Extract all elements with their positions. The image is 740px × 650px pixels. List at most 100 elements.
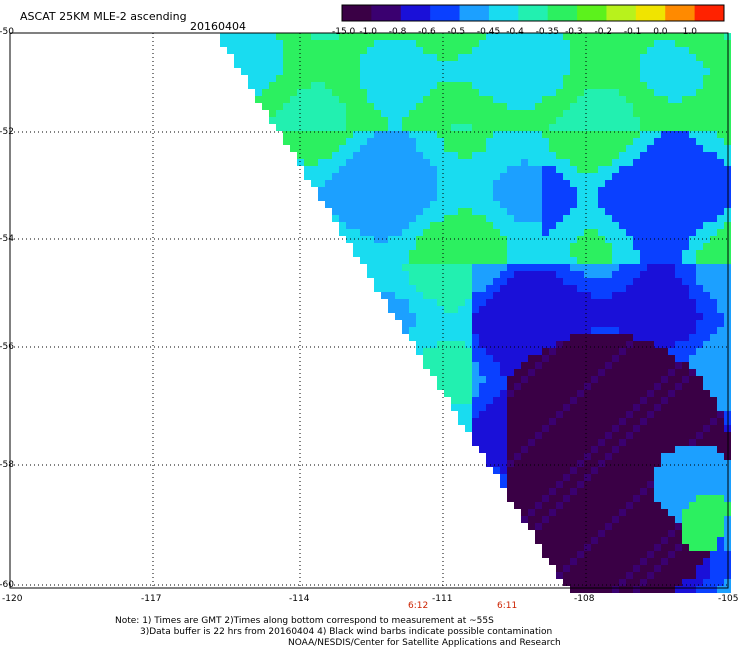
wind-cell bbox=[640, 61, 647, 68]
wind-cell bbox=[654, 439, 661, 446]
wind-cell bbox=[577, 47, 584, 54]
wind-cell bbox=[514, 341, 521, 348]
wind-cell bbox=[304, 138, 311, 145]
wind-cell bbox=[535, 124, 542, 131]
wind-cell bbox=[612, 229, 619, 236]
wind-cell bbox=[710, 516, 717, 523]
wind-cell bbox=[353, 110, 360, 117]
wind-cell bbox=[514, 82, 521, 89]
wind-cell bbox=[570, 586, 577, 593]
wind-cell bbox=[283, 110, 290, 117]
wind-cell bbox=[591, 418, 598, 425]
wind-cell bbox=[626, 117, 633, 124]
wind-cell bbox=[717, 383, 724, 390]
wind-cell bbox=[430, 243, 437, 250]
wind-cell bbox=[556, 467, 563, 474]
wind-cell bbox=[472, 110, 479, 117]
wind-cell bbox=[542, 460, 549, 467]
wind-cell bbox=[570, 208, 577, 215]
wind-cell bbox=[402, 159, 409, 166]
wind-cell bbox=[577, 68, 584, 75]
wind-cell bbox=[675, 397, 682, 404]
wind-cell bbox=[346, 166, 353, 173]
wind-cell bbox=[318, 152, 325, 159]
wind-cell bbox=[584, 299, 591, 306]
wind-cell bbox=[521, 117, 528, 124]
wind-cell bbox=[479, 208, 486, 215]
wind-cell bbox=[423, 271, 430, 278]
wind-cell bbox=[647, 418, 654, 425]
wind-cell bbox=[437, 264, 444, 271]
wind-cell bbox=[332, 54, 339, 61]
wind-cell bbox=[346, 54, 353, 61]
wind-cell bbox=[325, 75, 332, 82]
wind-cell bbox=[626, 558, 633, 565]
wind-cell bbox=[437, 271, 444, 278]
wind-cell bbox=[388, 215, 395, 222]
wind-cell bbox=[626, 474, 633, 481]
wind-cell bbox=[703, 159, 710, 166]
wind-cell bbox=[633, 75, 640, 82]
wind-cell bbox=[717, 208, 724, 215]
wind-cell bbox=[647, 474, 654, 481]
wind-cell bbox=[458, 68, 465, 75]
wind-cell bbox=[689, 103, 696, 110]
wind-cell bbox=[542, 103, 549, 110]
wind-cell bbox=[269, 61, 276, 68]
wind-cell bbox=[654, 33, 661, 40]
wind-cell bbox=[437, 292, 444, 299]
wind-cell bbox=[591, 89, 598, 96]
wind-cell bbox=[563, 544, 570, 551]
wind-cell bbox=[465, 285, 472, 292]
wind-cell bbox=[507, 418, 514, 425]
wind-cell bbox=[654, 334, 661, 341]
wind-cell bbox=[542, 82, 549, 89]
wind-cell bbox=[493, 201, 500, 208]
wind-cell bbox=[640, 327, 647, 334]
swath-cells bbox=[220, 33, 731, 593]
wind-cell bbox=[626, 432, 633, 439]
wind-cell bbox=[696, 117, 703, 124]
wind-cell bbox=[577, 306, 584, 313]
wind-cell bbox=[528, 271, 535, 278]
wind-cell bbox=[339, 215, 346, 222]
wind-cell bbox=[598, 173, 605, 180]
wind-cell bbox=[346, 124, 353, 131]
wind-cell bbox=[521, 271, 528, 278]
wind-cell bbox=[633, 355, 640, 362]
wind-cell bbox=[430, 355, 437, 362]
wind-cell bbox=[675, 362, 682, 369]
wind-cell bbox=[661, 495, 668, 502]
wind-cell bbox=[437, 341, 444, 348]
wind-cell bbox=[451, 180, 458, 187]
wind-cell bbox=[521, 96, 528, 103]
wind-cell bbox=[584, 467, 591, 474]
wind-cell bbox=[409, 229, 416, 236]
wind-cell bbox=[640, 572, 647, 579]
wind-cell bbox=[416, 159, 423, 166]
wind-cell bbox=[430, 362, 437, 369]
wind-cell bbox=[654, 362, 661, 369]
wind-cell bbox=[437, 250, 444, 257]
wind-cell bbox=[304, 173, 311, 180]
wind-cell bbox=[507, 327, 514, 334]
wind-cell bbox=[682, 152, 689, 159]
wind-cell bbox=[626, 544, 633, 551]
wind-cell bbox=[591, 40, 598, 47]
wind-cell bbox=[717, 390, 724, 397]
wind-cell bbox=[479, 166, 486, 173]
wind-cell bbox=[500, 257, 507, 264]
wind-cell bbox=[346, 138, 353, 145]
wind-cell bbox=[521, 481, 528, 488]
wind-cell bbox=[542, 334, 549, 341]
wind-cell bbox=[458, 229, 465, 236]
wind-cell bbox=[374, 278, 381, 285]
wind-cell bbox=[647, 110, 654, 117]
wind-cell bbox=[563, 432, 570, 439]
colorbar-label: -0.2 bbox=[594, 27, 613, 37]
wind-cell bbox=[717, 61, 724, 68]
wind-cell bbox=[612, 320, 619, 327]
wind-cell bbox=[563, 145, 570, 152]
wind-cell bbox=[710, 418, 717, 425]
wind-cell bbox=[465, 166, 472, 173]
